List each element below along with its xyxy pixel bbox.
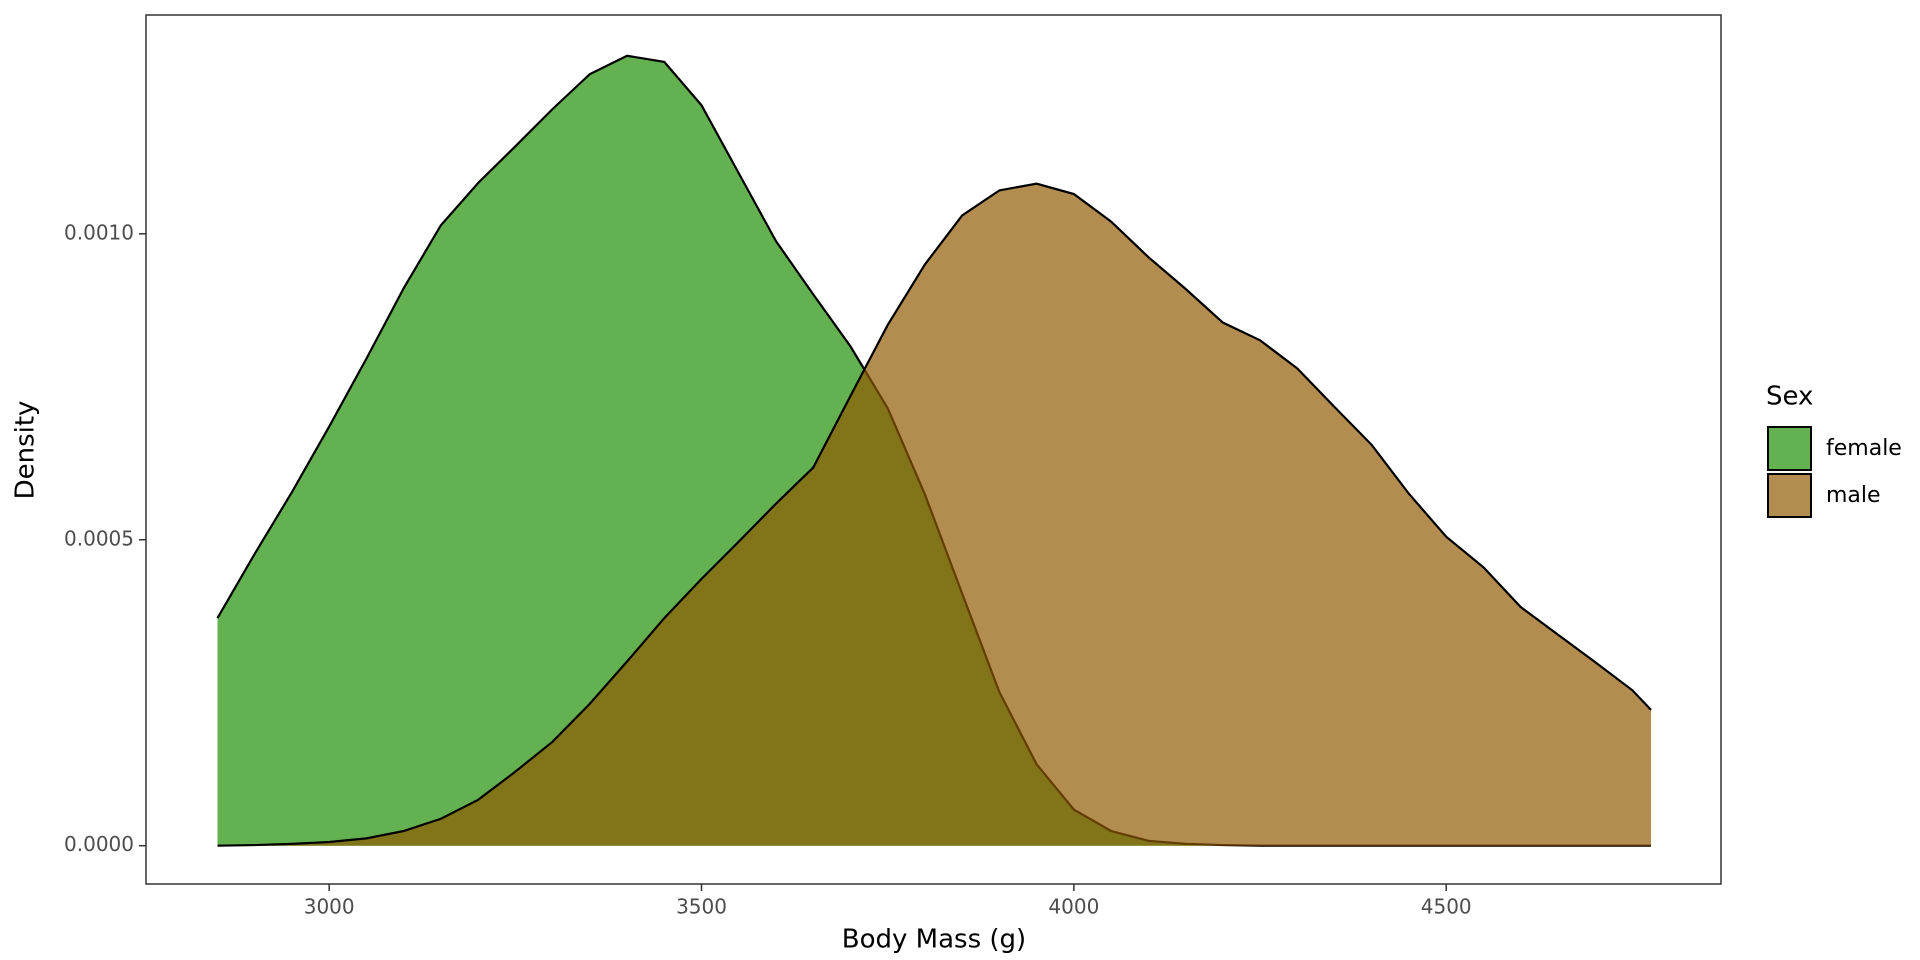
x-tick-label: 4500 <box>1421 895 1472 919</box>
density-area <box>217 183 1652 846</box>
x-tick-label: 4000 <box>1048 895 1099 919</box>
legend-key <box>1767 473 1812 518</box>
legend-label: female <box>1826 436 1902 461</box>
density-area <box>217 55 1652 846</box>
y-axis-title: Density <box>11 401 41 500</box>
legend-title: Sex <box>1766 382 1813 412</box>
plot-border <box>145 14 1722 885</box>
y-tick-label: 0.0000 <box>64 832 134 856</box>
legend-key <box>1767 426 1812 471</box>
x-tick-label: 3000 <box>304 895 355 919</box>
y-tick-label: 0.0010 <box>64 220 134 244</box>
y-tick-label: 0.0005 <box>64 526 134 550</box>
x-axis-title: Body Mass (g) <box>842 925 1026 955</box>
legend-label: male <box>1826 483 1881 508</box>
density-outline <box>217 182 1652 847</box>
x-tick-label: 3500 <box>676 895 727 919</box>
